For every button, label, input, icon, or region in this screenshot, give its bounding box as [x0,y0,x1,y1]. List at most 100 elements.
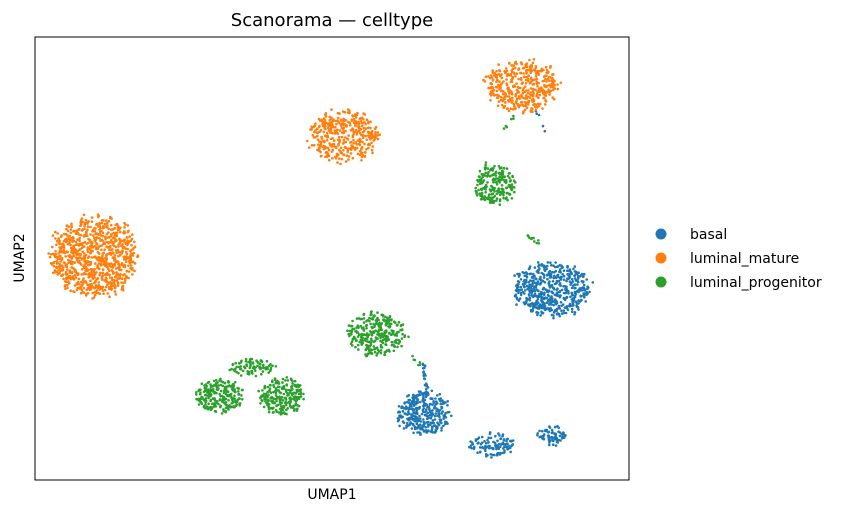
point-luminal-progenitor [202,404,206,408]
point-basal [430,415,433,418]
point-luminal-progenitor [351,319,354,323]
point-luminal-progenitor [360,341,364,344]
point-basal [403,401,407,404]
point-luminal-mature [488,76,492,80]
point-basal [543,269,547,273]
legend-label-luminal-progenitor: luminal_progenitor [690,275,822,291]
point-luminal-progenitor [200,382,204,386]
point-basal [432,424,436,428]
point-luminal-mature [354,124,357,127]
point-luminal-progenitor [360,327,364,330]
point-luminal-mature [78,227,81,231]
point-luminal-progenitor [537,239,540,242]
point-basal [418,406,421,410]
point-luminal-mature [51,252,55,256]
point-luminal-mature [109,253,113,256]
point-basal [431,397,434,401]
point-luminal-mature [114,258,117,261]
point-luminal-mature [89,252,92,255]
point-luminal-mature [85,230,88,233]
point-luminal-mature [54,253,58,256]
point-luminal-mature [516,103,520,107]
point-luminal-mature [91,234,95,237]
point-basal [584,300,587,303]
point-basal [568,280,572,284]
point-luminal-mature [534,65,538,68]
point-luminal-mature [73,284,77,287]
point-luminal-mature [378,133,382,137]
point-luminal-mature [60,250,63,254]
point-luminal-mature [522,87,525,90]
point-luminal-progenitor [262,392,266,396]
point-luminal-progenitor [497,188,501,192]
point-basal [545,267,548,271]
point-luminal-progenitor [217,402,220,406]
point-luminal-mature [343,122,346,126]
point-luminal-progenitor [533,240,536,243]
point-luminal-mature [103,288,107,292]
point-luminal-mature [532,58,536,61]
point-luminal-mature [334,119,337,123]
point-luminal-progenitor [488,188,492,191]
point-luminal-mature [93,255,97,258]
point-luminal-progenitor [296,404,300,407]
point-basal [543,291,546,295]
point-basal [591,281,595,284]
point-basal [396,419,400,423]
point-luminal-mature [499,95,503,99]
plot-frame [34,36,630,481]
point-luminal-mature [110,232,113,236]
point-luminal-progenitor [354,339,358,343]
point-luminal-mature [548,93,551,96]
point-basal [565,306,569,310]
point-basal [558,283,561,286]
point-luminal-mature [87,241,90,245]
point-luminal-mature [487,86,490,90]
point-luminal-progenitor [478,169,482,173]
point-luminal-progenitor [351,338,355,341]
point-luminal-mature [326,126,330,130]
point-luminal-progenitor [476,183,479,187]
point-luminal-progenitor [268,389,271,393]
point-basal [496,439,499,443]
point-luminal-mature [529,91,532,94]
point-basal [416,420,420,423]
point-luminal-mature [514,93,518,96]
point-luminal-mature [352,138,355,142]
point-luminal-progenitor [370,339,373,342]
point-basal [509,450,512,454]
point-basal [552,303,555,307]
point-basal [566,277,569,281]
point-luminal-progenitor [268,383,272,387]
point-luminal-mature [331,156,334,160]
point-luminal-progenitor [500,166,503,169]
point-basal [556,312,560,315]
point-luminal-progenitor [235,365,238,369]
point-luminal-progenitor [355,317,359,320]
point-basal [553,265,557,269]
point-basal [515,296,519,300]
point-basal [531,282,535,285]
point-luminal-progenitor [499,178,503,182]
point-luminal-progenitor [204,387,208,390]
point-luminal-mature [322,146,326,149]
point-luminal-mature [500,89,504,93]
point-basal [550,290,553,294]
point-luminal-mature [72,236,75,240]
point-basal [552,314,555,317]
point-luminal-progenitor [245,364,249,368]
point-luminal-progenitor [240,394,243,397]
point-luminal-progenitor [274,387,278,391]
point-luminal-progenitor [375,354,378,357]
point-luminal-mature [123,221,126,225]
point-luminal-mature [65,227,68,231]
point-basal [421,367,425,370]
point-luminal-progenitor [295,388,299,392]
point-luminal-progenitor [259,395,263,398]
point-luminal-mature [347,134,350,137]
point-basal [558,434,562,438]
legend-marker-luminal-progenitor [655,276,667,288]
point-luminal-mature [120,281,123,284]
point-basal [412,431,415,435]
point-luminal-mature [67,225,71,229]
